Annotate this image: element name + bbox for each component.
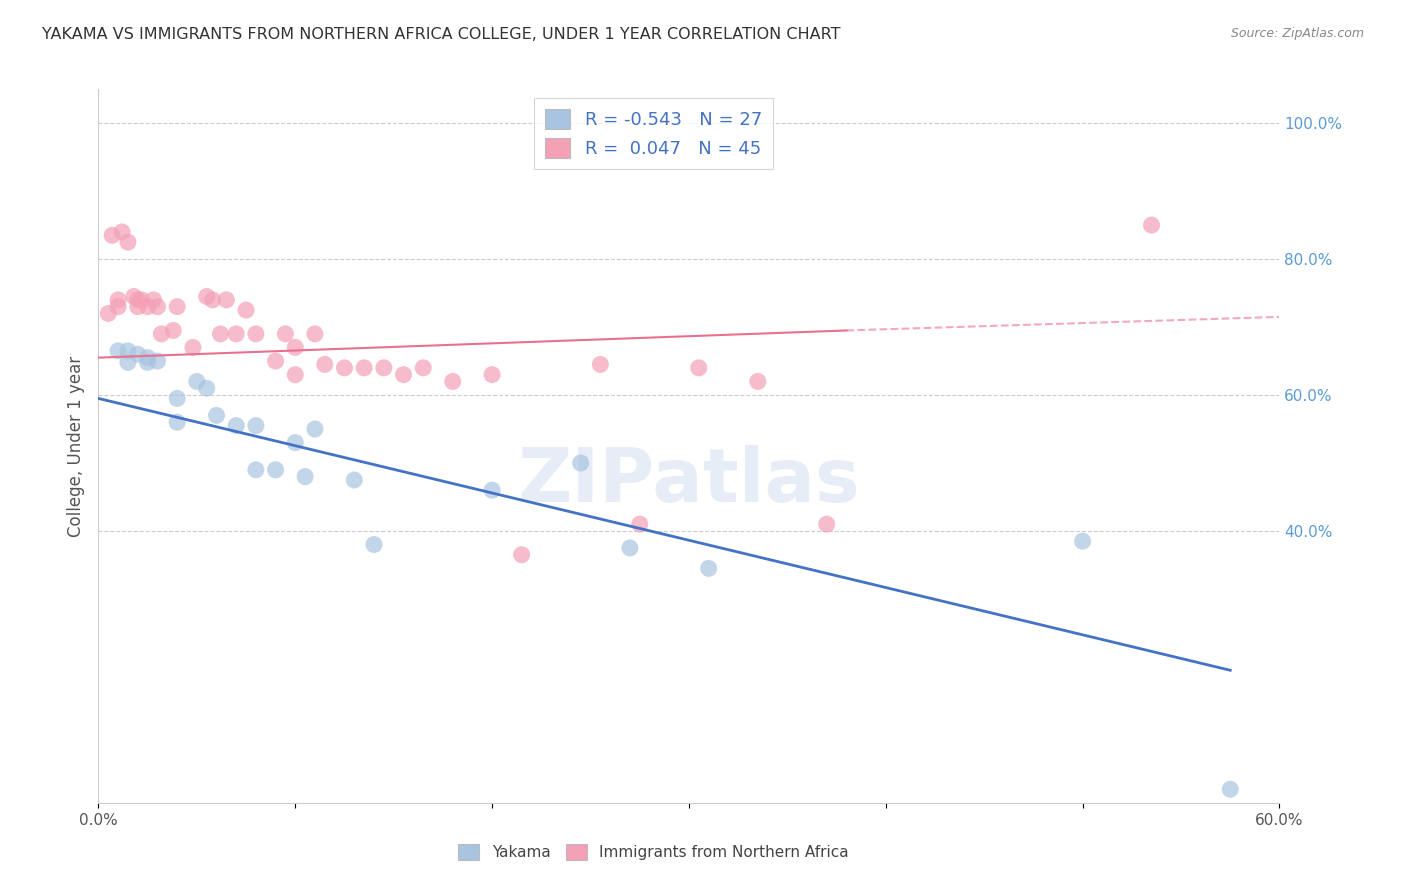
- Point: [127, 293, 149, 307]
- Point: [274, 326, 297, 341]
- Point: [215, 293, 238, 307]
- Point: [373, 360, 395, 375]
- Point: [481, 483, 503, 498]
- Point: [122, 289, 145, 303]
- Point: [146, 300, 169, 314]
- Point: [510, 548, 533, 562]
- Point: [815, 517, 838, 532]
- Y-axis label: College, Under 1 year: College, Under 1 year: [66, 355, 84, 537]
- Point: [589, 358, 612, 372]
- Point: [245, 326, 267, 341]
- Point: [284, 341, 307, 355]
- Legend: Yakama, Immigrants from Northern Africa: Yakama, Immigrants from Northern Africa: [451, 838, 855, 866]
- Point: [97, 306, 120, 320]
- Point: [225, 418, 247, 433]
- Point: [314, 358, 336, 372]
- Point: [146, 354, 169, 368]
- Point: [195, 381, 218, 395]
- Point: [619, 541, 641, 555]
- Point: [245, 418, 267, 433]
- Point: [166, 300, 188, 314]
- Point: [363, 537, 385, 551]
- Text: Source: ZipAtlas.com: Source: ZipAtlas.com: [1230, 27, 1364, 40]
- Point: [136, 300, 159, 314]
- Point: [186, 375, 208, 389]
- Point: [107, 300, 129, 314]
- Point: [264, 354, 287, 368]
- Point: [392, 368, 415, 382]
- Point: [127, 300, 149, 314]
- Point: [304, 422, 326, 436]
- Point: [166, 415, 188, 429]
- Point: [117, 343, 139, 358]
- Point: [166, 392, 188, 406]
- Point: [131, 293, 153, 307]
- Point: [697, 561, 720, 575]
- Point: [333, 360, 356, 375]
- Point: [747, 375, 769, 389]
- Point: [101, 228, 124, 243]
- Point: [201, 293, 224, 307]
- Point: [117, 355, 139, 369]
- Point: [284, 435, 307, 450]
- Point: [136, 351, 159, 365]
- Point: [136, 355, 159, 369]
- Point: [353, 360, 375, 375]
- Point: [481, 368, 503, 382]
- Point: [245, 463, 267, 477]
- Point: [111, 225, 134, 239]
- Point: [235, 303, 257, 318]
- Point: [264, 463, 287, 477]
- Point: [181, 341, 204, 355]
- Point: [441, 375, 464, 389]
- Text: ZIPatlas: ZIPatlas: [517, 445, 860, 518]
- Point: [688, 360, 710, 375]
- Point: [142, 293, 165, 307]
- Point: [1140, 218, 1163, 232]
- Point: [569, 456, 592, 470]
- Point: [1219, 782, 1241, 797]
- Point: [162, 323, 184, 337]
- Point: [107, 343, 129, 358]
- Point: [284, 368, 307, 382]
- Point: [205, 409, 228, 423]
- Point: [294, 469, 316, 483]
- Point: [412, 360, 434, 375]
- Point: [209, 326, 232, 341]
- Point: [225, 326, 247, 341]
- Point: [304, 326, 326, 341]
- Text: YAKAMA VS IMMIGRANTS FROM NORTHERN AFRICA COLLEGE, UNDER 1 YEAR CORRELATION CHAR: YAKAMA VS IMMIGRANTS FROM NORTHERN AFRIC…: [42, 27, 841, 42]
- Point: [150, 326, 173, 341]
- Point: [628, 517, 651, 532]
- Point: [195, 289, 218, 303]
- Point: [117, 235, 139, 249]
- Point: [1071, 534, 1094, 549]
- Point: [107, 293, 129, 307]
- Point: [127, 347, 149, 361]
- Point: [343, 473, 366, 487]
